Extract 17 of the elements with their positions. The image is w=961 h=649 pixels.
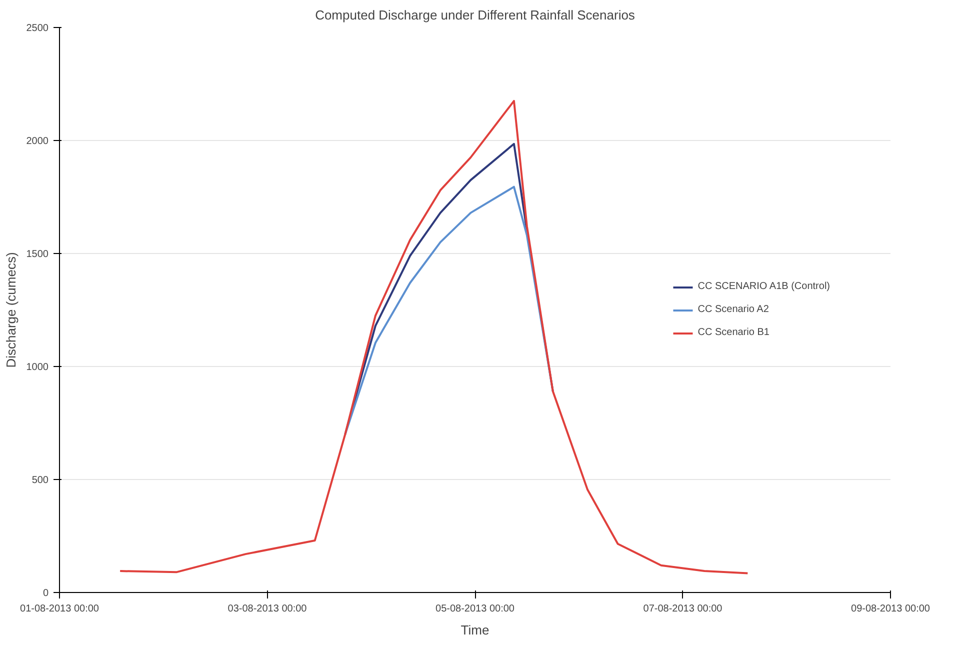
y-axis-title: Discharge (cumecs) (3, 252, 18, 368)
x-tick-label: 07-08-2013 00:00 (643, 604, 723, 614)
y-tick-label: 2500 (26, 23, 49, 34)
x-tick-label: 03-08-2013 00:00 (228, 604, 308, 614)
legend-label: CC Scenario A2 (698, 304, 769, 315)
x-axis-title: Time (460, 622, 490, 638)
x-tick-label: 09-08-2013 00:00 (851, 604, 930, 614)
y-tick-label: 2000 (26, 136, 49, 147)
y-tick-label: 1000 (26, 362, 49, 373)
y-tick-label: 1500 (26, 249, 49, 260)
x-tick-label: 05-08-2013 00:00 (436, 604, 515, 614)
chart-title: Computed Discharge under Different Rainfall Scenarios (315, 8, 636, 22)
y-tick-label: 0 (42, 588, 49, 599)
y-tick-label: 500 (32, 475, 49, 486)
x-tick-label: 01-08-2013 00:00 (20, 604, 100, 614)
legend-label: CC SCENARIO A1B (Control) (698, 281, 830, 292)
legend-label: CC Scenario B1 (698, 327, 770, 338)
